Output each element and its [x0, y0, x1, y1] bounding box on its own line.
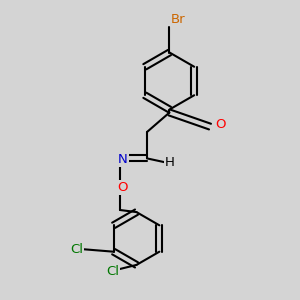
Text: Cl: Cl: [106, 265, 119, 278]
Text: H: H: [165, 156, 174, 169]
Text: Br: Br: [171, 13, 186, 26]
Text: Cl: Cl: [70, 243, 83, 256]
Text: O: O: [118, 181, 128, 194]
Text: N: N: [118, 153, 128, 166]
Text: O: O: [215, 118, 226, 131]
